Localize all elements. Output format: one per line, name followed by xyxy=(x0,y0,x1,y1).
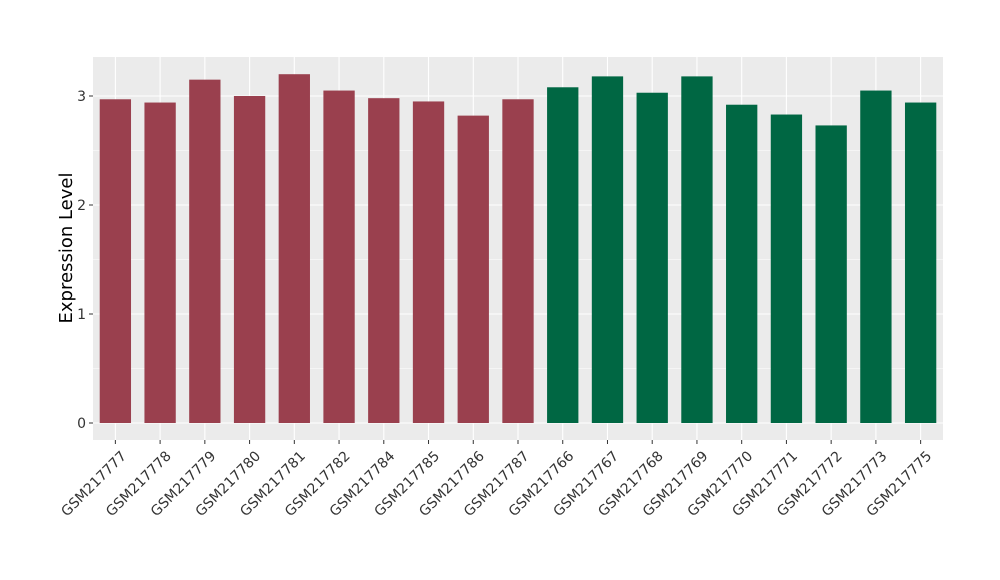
bar-GSM217782 xyxy=(323,90,355,424)
bar-GSM217787 xyxy=(502,99,534,424)
bar-GSM217766 xyxy=(547,87,579,423)
bar-GSM217767 xyxy=(591,76,624,423)
bar-GSM217779 xyxy=(189,79,221,424)
bars xyxy=(99,74,937,424)
bar-GSM217786 xyxy=(457,115,489,424)
bar-GSM217777 xyxy=(99,99,132,424)
bar-GSM217784 xyxy=(368,98,400,424)
bar-GSM217785 xyxy=(412,101,445,423)
y-tick-label: 3 xyxy=(77,89,86,105)
bar-GSM217769 xyxy=(681,76,713,423)
bar-GSM217780 xyxy=(233,96,266,423)
bar-GSM217773 xyxy=(860,90,892,424)
x-axis: GSM217777GSM217778GSM217779GSM217780GSM2… xyxy=(58,440,935,520)
bar-GSM217772 xyxy=(815,125,847,424)
y-tick-label: 0 xyxy=(77,416,86,432)
bar-GSM217770 xyxy=(726,104,758,423)
y-tick-label: 2 xyxy=(77,198,86,214)
y-tick-label: 1 xyxy=(77,307,86,323)
bar-GSM217775 xyxy=(904,102,937,423)
bar-GSM217768 xyxy=(636,92,668,423)
bar-GSM217781 xyxy=(278,74,310,423)
bar-GSM217771 xyxy=(770,114,803,423)
bar-GSM217778 xyxy=(144,102,176,423)
y-axis-title: Expression Level xyxy=(56,173,77,324)
y-axis: 0 1 2 3 xyxy=(77,89,93,432)
